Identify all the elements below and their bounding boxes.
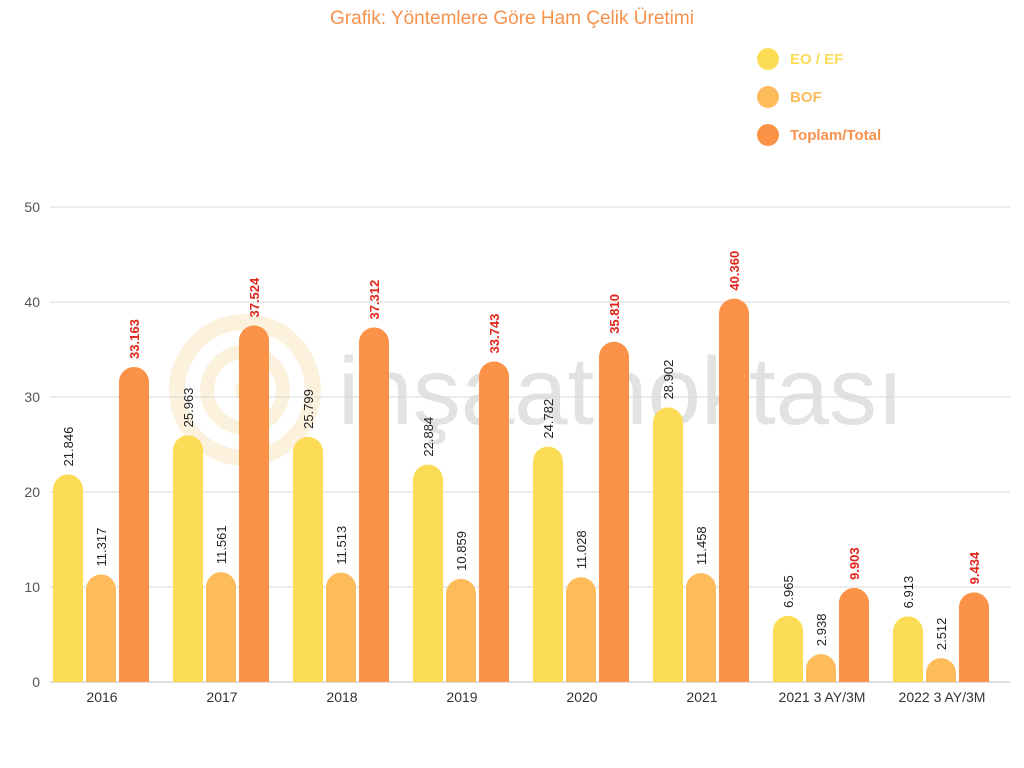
bar-total <box>119 366 149 682</box>
y-tick-label: 50 <box>24 199 40 215</box>
bar-eo-ef <box>293 436 323 682</box>
legend-label-eo-ef: EO / EF <box>790 50 844 68</box>
bar-total <box>599 341 629 682</box>
bar-total <box>479 361 509 682</box>
value-label-eo-ef: 6.913 <box>901 576 916 609</box>
value-label-eo-ef: 21.846 <box>61 427 76 467</box>
y-tick-label: 10 <box>24 579 40 595</box>
value-label-bof: 11.458 <box>694 526 709 565</box>
legend-swatch-bof <box>757 86 779 108</box>
x-tick-label: 2017 <box>206 689 237 705</box>
legend-item-total: Toplam/Total <box>757 116 881 154</box>
x-tick-label: 2020 <box>566 689 597 705</box>
value-label-bof: 10.859 <box>454 531 469 571</box>
bar-bof <box>326 572 356 682</box>
value-label-total: 40.360 <box>727 251 742 291</box>
value-label-bof: 11.028 <box>574 530 589 569</box>
x-tick-label: 2019 <box>446 689 477 705</box>
legend: EO / EF BOF Toplam/Total <box>757 40 881 154</box>
bars <box>53 298 989 682</box>
value-label-eo-ef: 25.799 <box>301 389 316 429</box>
bar-total <box>359 327 389 682</box>
y-tick-label: 30 <box>24 389 40 405</box>
value-label-total: 9.434 <box>967 551 982 584</box>
value-label-total: 37.312 <box>367 280 382 320</box>
bar-bof <box>86 574 116 682</box>
legend-label-total: Toplam/Total <box>790 126 882 144</box>
value-label-eo-ef: 28.902 <box>661 360 676 400</box>
bar-eo-ef <box>53 474 84 682</box>
value-labels: 21.846 11.317 33.163 2016 25.963 11.561 37.524… <box>61 251 985 705</box>
bar-eo-ef <box>653 407 683 682</box>
value-label-eo-ef: 25.963 <box>181 388 196 428</box>
legend-swatch-eo-ef <box>757 48 779 70</box>
bar-total <box>239 325 269 682</box>
bar-eo-ef <box>413 464 443 682</box>
bar-total <box>959 592 989 682</box>
value-label-eo-ef: 6.965 <box>781 575 796 608</box>
value-label-bof: 2.512 <box>934 618 949 651</box>
value-label-eo-ef: 24.782 <box>541 399 556 439</box>
x-tick-label: 2018 <box>326 689 357 705</box>
y-tick-label: 40 <box>24 294 40 310</box>
value-label-bof: 2.938 <box>814 614 829 647</box>
value-label-total: 33.743 <box>487 314 502 354</box>
x-tick-label: 2021 <box>686 689 717 705</box>
x-tick-label: 2021 3 AY/3M <box>779 689 866 705</box>
value-label-total: 37.524 <box>247 277 262 318</box>
value-label-bof: 11.317 <box>94 528 109 567</box>
bar-bof <box>566 577 596 682</box>
value-label-total: 9.903 <box>847 547 862 580</box>
bar-eo-ef <box>173 435 203 682</box>
value-label-total: 33.163 <box>127 319 142 359</box>
legend-item-bof: BOF <box>757 78 881 116</box>
y-tick-label: 20 <box>24 484 40 500</box>
value-label-bof: 11.513 <box>334 526 349 565</box>
legend-swatch-total <box>757 124 779 146</box>
y-tick-label: 0 <box>32 674 40 690</box>
bar-eo-ef <box>533 446 563 682</box>
legend-item-eo-ef: EO / EF <box>757 40 881 78</box>
chart-title: Grafik: Yöntemlere Göre Ham Çelik Üretim… <box>330 8 694 29</box>
value-label-bof: 11.561 <box>214 525 229 564</box>
bar-eo-ef <box>773 615 803 682</box>
x-tick-label: 2022 3 AY/3M <box>899 689 986 705</box>
grid-lines: 0 10 20 30 40 50 <box>24 199 1010 690</box>
bar-total <box>839 587 869 682</box>
bar-eo-ef <box>893 616 923 682</box>
bar-bof <box>686 573 716 682</box>
x-tick-label: 2016 <box>86 689 117 705</box>
bar-bof <box>446 578 476 682</box>
bar-bof <box>926 658 956 682</box>
bar-bof <box>206 572 236 682</box>
value-label-eo-ef: 22.884 <box>421 417 436 457</box>
value-label-total: 35.810 <box>607 294 622 334</box>
bar-total <box>719 298 749 682</box>
legend-label-bof: BOF <box>790 88 822 106</box>
bar-bof <box>806 654 836 682</box>
